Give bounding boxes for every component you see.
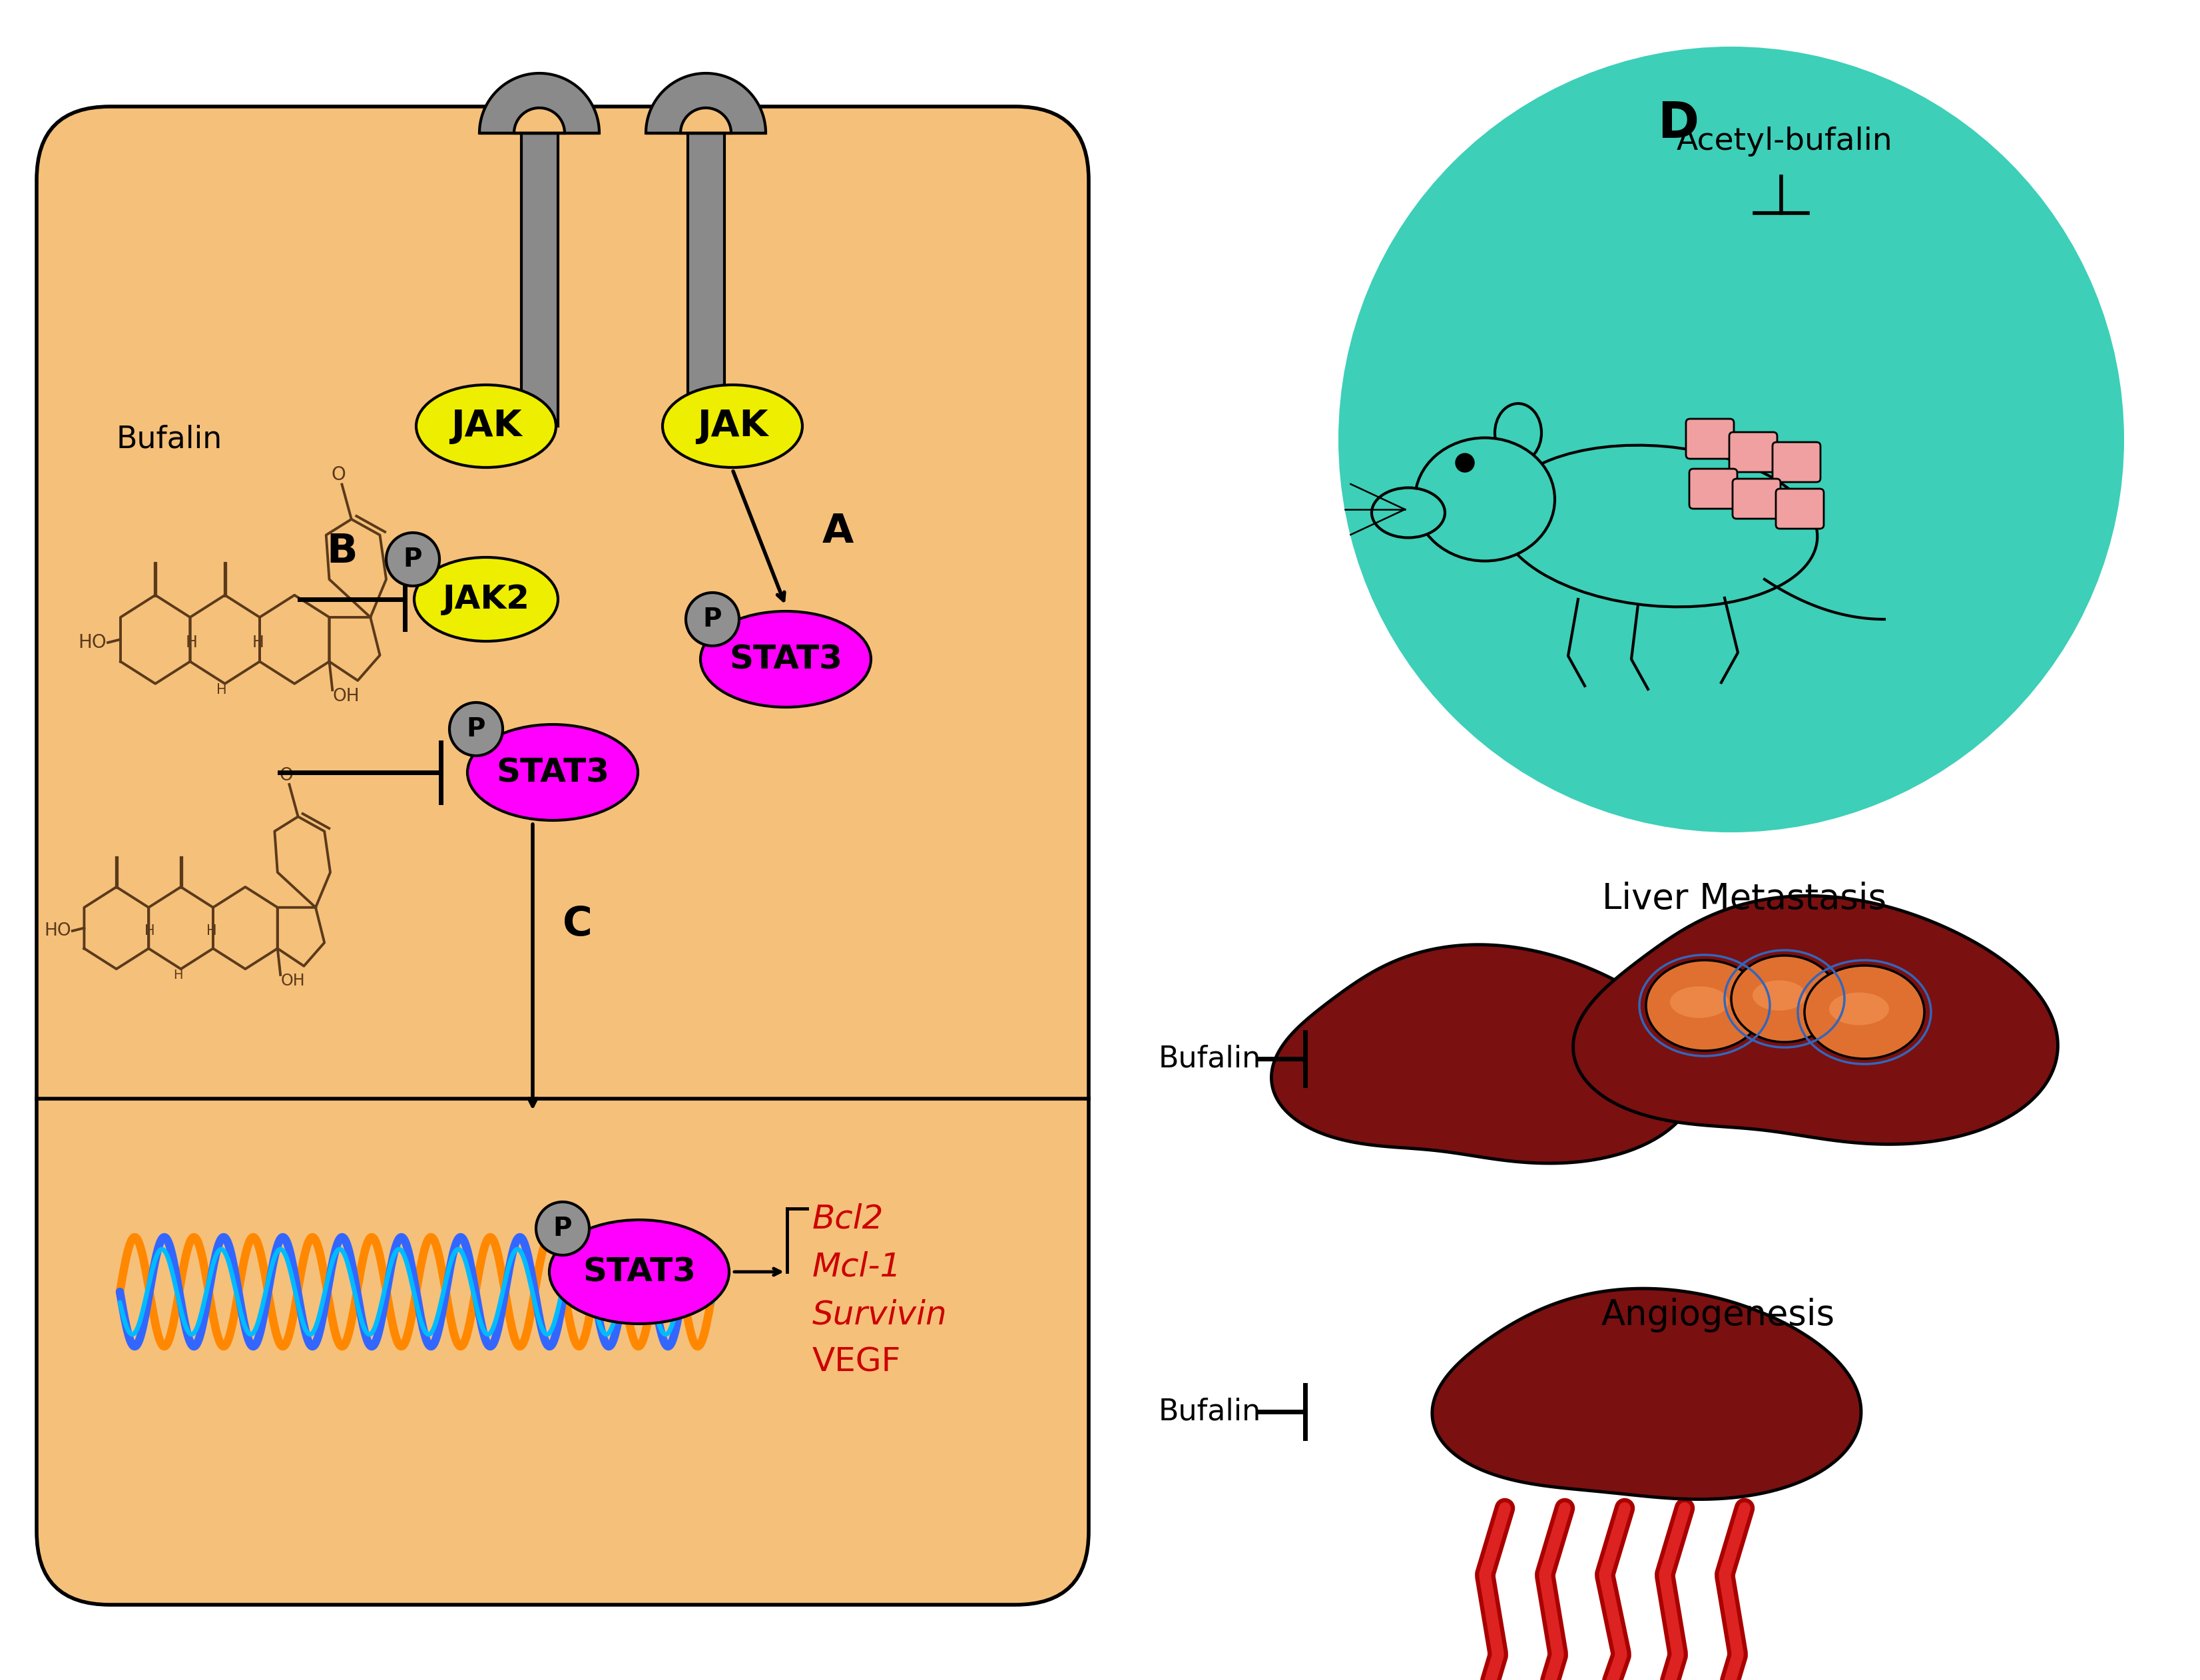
Text: D: D <box>1657 99 1698 148</box>
Ellipse shape <box>1828 993 1888 1025</box>
Text: Bcl2: Bcl2 <box>812 1203 884 1235</box>
Text: H: H <box>145 924 154 937</box>
Text: OH: OH <box>279 973 306 990</box>
Text: P: P <box>403 546 422 571</box>
Text: Bufalin: Bufalin <box>1157 1045 1261 1074</box>
Text: Bufalin: Bufalin <box>1157 1398 1261 1426</box>
Text: P: P <box>466 716 486 743</box>
Ellipse shape <box>1751 981 1806 1011</box>
Ellipse shape <box>466 724 638 820</box>
Text: VEGF: VEGF <box>812 1346 900 1378</box>
Ellipse shape <box>1494 403 1540 462</box>
Text: C: C <box>563 906 592 944</box>
Ellipse shape <box>662 385 803 467</box>
Text: JAK: JAK <box>697 408 768 444</box>
Text: HO: HO <box>44 922 70 939</box>
Ellipse shape <box>686 593 739 645</box>
Ellipse shape <box>1646 961 1762 1050</box>
FancyBboxPatch shape <box>1685 418 1734 459</box>
Text: O: O <box>332 465 345 484</box>
Text: H: H <box>174 968 183 981</box>
Text: O: O <box>279 768 293 785</box>
Ellipse shape <box>1371 487 1445 538</box>
FancyBboxPatch shape <box>37 106 1089 1604</box>
FancyBboxPatch shape <box>1729 432 1778 472</box>
Text: P: P <box>552 1216 572 1242</box>
Text: Acetyl-bufalin: Acetyl-bufalin <box>1676 126 1892 156</box>
Polygon shape <box>645 74 766 133</box>
Ellipse shape <box>1415 438 1555 561</box>
Ellipse shape <box>1731 956 1837 1042</box>
Text: Survivin: Survivin <box>812 1299 946 1331</box>
Ellipse shape <box>414 558 559 642</box>
Ellipse shape <box>416 385 557 467</box>
Polygon shape <box>480 74 598 133</box>
Polygon shape <box>1432 1289 1861 1499</box>
Text: H: H <box>185 635 198 650</box>
Text: Angiogenesis: Angiogenesis <box>1602 1297 1835 1332</box>
Bar <box>689 133 724 427</box>
Polygon shape <box>1272 944 1698 1163</box>
Text: P: P <box>702 606 722 632</box>
Polygon shape <box>1573 895 2057 1144</box>
Text: STAT3: STAT3 <box>728 643 843 675</box>
Ellipse shape <box>449 702 502 756</box>
Ellipse shape <box>385 533 440 586</box>
Text: STAT3: STAT3 <box>583 1257 695 1289</box>
FancyBboxPatch shape <box>1771 442 1819 482</box>
Bar <box>521 133 559 427</box>
Ellipse shape <box>1670 986 1727 1018</box>
FancyBboxPatch shape <box>1775 489 1824 529</box>
FancyBboxPatch shape <box>1731 479 1780 519</box>
Text: JAK2: JAK2 <box>442 583 530 615</box>
Ellipse shape <box>700 612 871 707</box>
Text: Mcl-1: Mcl-1 <box>812 1250 902 1282</box>
Text: Liver Metastasis: Liver Metastasis <box>1602 882 1885 916</box>
Text: JAK: JAK <box>451 408 521 444</box>
Ellipse shape <box>1804 966 1923 1058</box>
FancyBboxPatch shape <box>1690 469 1736 509</box>
Ellipse shape <box>537 1201 590 1255</box>
Text: H: H <box>251 635 264 650</box>
Circle shape <box>1338 47 2123 832</box>
Text: STAT3: STAT3 <box>495 756 609 788</box>
Text: Bufalin: Bufalin <box>117 425 222 455</box>
Text: B: B <box>326 533 356 571</box>
Text: H: H <box>216 684 227 697</box>
Ellipse shape <box>550 1220 728 1324</box>
Ellipse shape <box>1498 445 1817 606</box>
Text: H: H <box>207 924 216 937</box>
Circle shape <box>1454 454 1474 472</box>
Text: HO: HO <box>77 633 106 652</box>
Text: OH: OH <box>332 687 359 706</box>
Text: A: A <box>823 512 854 551</box>
